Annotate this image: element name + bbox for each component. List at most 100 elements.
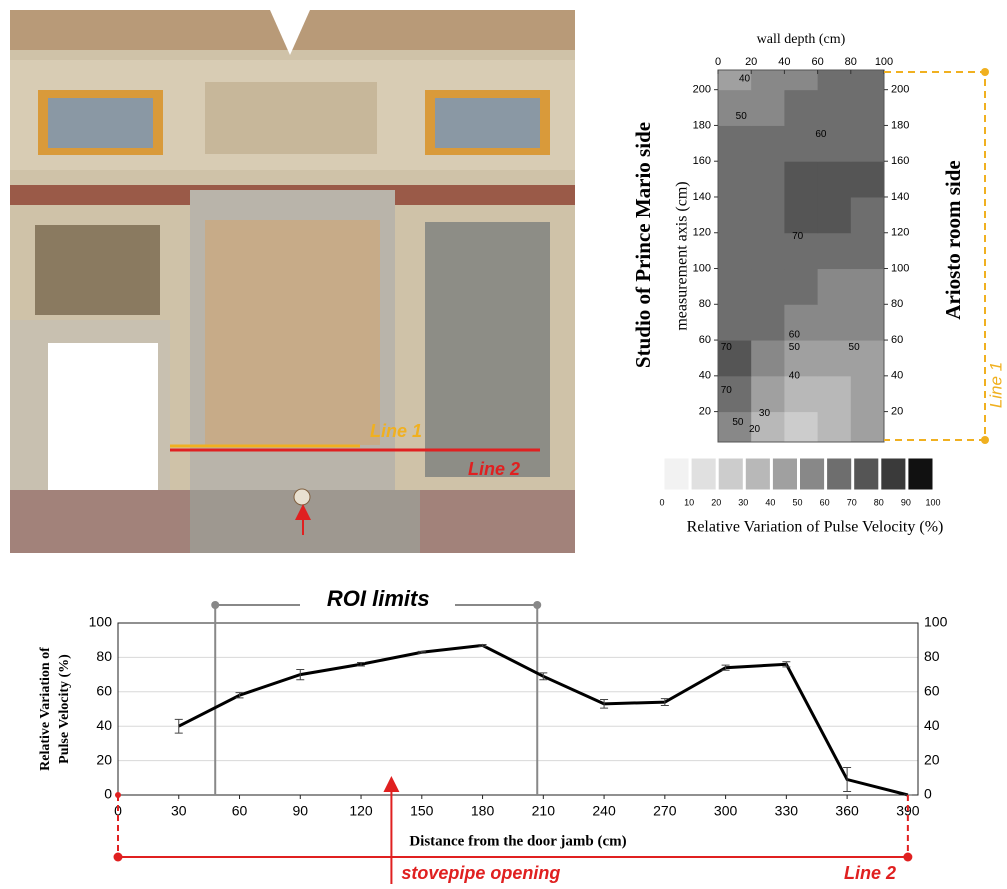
x-tick-label: 100 — [875, 56, 893, 68]
colorbar-swatch — [772, 458, 797, 490]
contour-label: 30 — [759, 408, 771, 419]
contour-cell — [718, 161, 752, 197]
roi-dot — [533, 601, 541, 609]
plot-frame — [118, 623, 918, 795]
colorbar-swatch — [691, 458, 716, 490]
x-tick-label: 150 — [410, 803, 434, 819]
contour-cell — [718, 269, 752, 305]
y-tick-label: 40 — [96, 717, 112, 733]
contour-cell — [751, 269, 785, 305]
line-2-dot — [903, 853, 912, 862]
x-tick-label: 300 — [714, 803, 738, 819]
origin-dot — [115, 792, 121, 798]
line-2-label: Line 2 — [468, 459, 520, 479]
contour-label: 70 — [721, 342, 733, 353]
colorbar-swatch — [745, 458, 770, 490]
contour-cell — [784, 197, 818, 233]
contour-label: 70 — [721, 385, 733, 396]
colorbar-tick-label: 50 — [792, 497, 802, 507]
contour-label: 50 — [736, 111, 748, 122]
contour-cell — [818, 340, 852, 376]
x-tick-label: 120 — [349, 803, 373, 819]
contour-cell — [851, 197, 885, 233]
roi-dot — [211, 601, 219, 609]
contour-cell — [818, 161, 852, 197]
y-tick-label: 80 — [891, 298, 903, 310]
colorbar-swatch — [800, 458, 825, 490]
y-tick-label: 60 — [891, 334, 903, 346]
y-tick-label: 60 — [96, 683, 112, 699]
figure: Line 1 Line 2 40506070605050707040305020… — [0, 0, 1007, 889]
y2-tick-label: 100 — [924, 614, 948, 630]
contour-cell — [851, 304, 885, 340]
colorbar-title: Relative Variation of Pulse Velocity (%) — [687, 519, 944, 536]
data-line — [179, 645, 908, 795]
contour-label: 50 — [789, 342, 801, 353]
contour-cell — [818, 304, 852, 340]
line-1-label: Line 1 — [370, 421, 422, 441]
contour-cell — [818, 269, 852, 305]
colorbar-swatch — [881, 458, 906, 490]
y-tick-label: 40 — [891, 370, 903, 382]
y-tick-label: 140 — [693, 191, 711, 203]
contour-cell — [751, 197, 785, 233]
colorbar-swatch — [664, 458, 689, 490]
contour-cell — [818, 197, 852, 233]
colorbar-tick-label: 30 — [738, 497, 748, 507]
contour-cell — [718, 233, 752, 269]
contour-cell — [784, 125, 818, 161]
x-tick-label: 40 — [778, 56, 790, 68]
colorbar-tick-label: 0 — [659, 497, 664, 507]
colorbar-swatch — [718, 458, 743, 490]
x-tick-label: 240 — [592, 803, 616, 819]
contour-cell — [784, 269, 818, 305]
contour-cell — [751, 233, 785, 269]
contour-cell — [851, 376, 885, 412]
x-tick-label: 60 — [811, 56, 823, 68]
line-1-side-label: Line 1 — [986, 362, 1005, 408]
y-axis-title: measurement axis (cm) — [674, 181, 691, 330]
x-axis-title: wall depth (cm) — [757, 32, 846, 47]
stovepipe-label: stovepipe opening — [401, 863, 560, 883]
y-tick-label: 80 — [699, 298, 711, 310]
x-tick-label: 60 — [232, 803, 248, 819]
contour-cell — [718, 304, 752, 340]
bracket-dot — [981, 68, 989, 76]
contour-cell — [851, 125, 885, 161]
y-tick-label: 60 — [699, 334, 711, 346]
y-axis-title: Pulse Velocity (%) — [57, 654, 72, 764]
colorbar-tick-label: 10 — [684, 497, 694, 507]
contour-cell — [751, 125, 785, 161]
x-tick-label: 30 — [171, 803, 187, 819]
bracket-dot — [981, 436, 989, 444]
y-tick-label: 160 — [891, 155, 909, 167]
contour-cell — [818, 233, 852, 269]
contour-cell — [751, 340, 785, 376]
colorbar-tick-label: 70 — [847, 497, 857, 507]
colorbar-tick-label: 100 — [925, 497, 940, 507]
colorbar-swatch — [854, 458, 879, 490]
contour-label: 20 — [749, 424, 761, 435]
contour-cell — [751, 376, 785, 412]
y-tick-label: 200 — [693, 84, 711, 96]
x-tick-label: 330 — [775, 803, 799, 819]
line-2-dot — [114, 853, 123, 862]
left-side-title: Studio of Prince Mario side — [631, 122, 655, 368]
contour-cell — [851, 90, 885, 126]
colorbar-tick-label: 20 — [711, 497, 721, 507]
x-axis-title: Distance from the door jamb (cm) — [409, 833, 626, 849]
x-tick-label: 90 — [292, 803, 308, 819]
y2-tick-label: 40 — [924, 717, 940, 733]
y-tick-label: 40 — [699, 370, 711, 382]
colorbar-swatch — [908, 458, 933, 490]
line-chart: 0204060801000204060801000306090120150180… — [38, 586, 947, 884]
contour-label: 40 — [739, 74, 751, 85]
y-tick-label: 100 — [693, 262, 711, 274]
y-tick-label: 120 — [891, 227, 909, 239]
y-tick-label: 120 — [693, 227, 711, 239]
contour-cell — [851, 161, 885, 197]
line-2-label: Line 2 — [844, 863, 896, 883]
x-tick-label: 270 — [653, 803, 677, 819]
x-tick-label: 0 — [715, 56, 721, 68]
